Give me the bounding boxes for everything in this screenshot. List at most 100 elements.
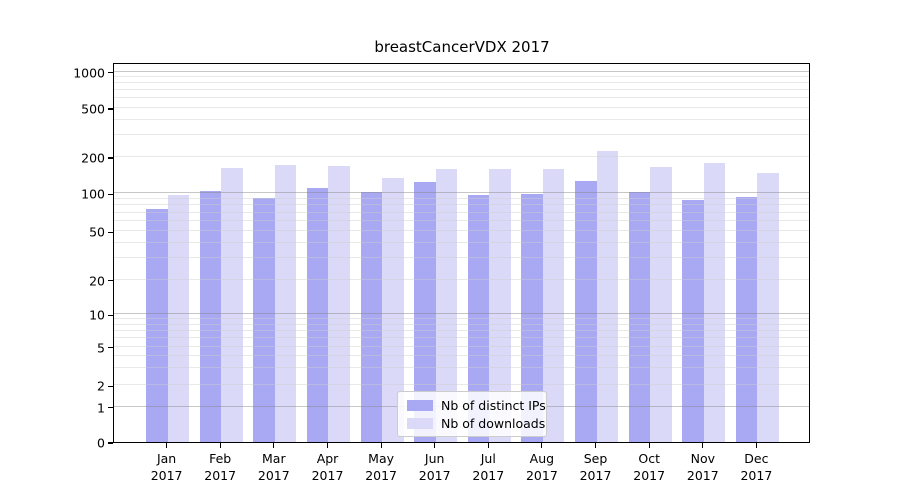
y-tick-mark: [108, 71, 113, 74]
bar-downloads: [650, 167, 672, 442]
x-tick-mark: [219, 443, 221, 448]
bar-distinct-ips: [575, 180, 597, 442]
y-tick-mark: [108, 280, 113, 282]
chart-title: breastCancerVDX 2017: [374, 38, 550, 56]
y-axis-tick-label: 1000: [73, 65, 105, 80]
x-tick-year: 2017: [257, 468, 290, 483]
x-tick-mark: [273, 443, 275, 448]
x-tick-year: 2017: [579, 468, 612, 483]
gridline-minor: [114, 82, 809, 84]
x-tick-year: 2017: [525, 468, 558, 483]
y-axis-tick-label: 1: [97, 400, 105, 416]
x-tick-month: Oct: [638, 451, 660, 466]
bar-distinct-ips: [253, 198, 275, 442]
x-tick-year: 2017: [633, 468, 666, 483]
x-axis-tick-label: Apr 2017: [312, 450, 344, 484]
bar-distinct-ips: [467, 194, 490, 442]
x-axis-tick-label: Jan 2017: [151, 450, 183, 484]
x-axis-tick-label: Jun 2017: [419, 450, 451, 484]
y-axis-tick-label: 10: [89, 307, 105, 323]
x-axis-tick-label: Jul 2017: [472, 450, 504, 484]
x-tick-year: 2017: [418, 468, 451, 483]
bar-downloads: [757, 173, 779, 442]
x-tick-month: Aug: [529, 451, 555, 466]
bar-distinct-ips: [521, 193, 543, 442]
x-tick-month: May: [368, 451, 395, 466]
x-tick-month: Jun: [424, 451, 445, 466]
gridline-minor: [114, 156, 809, 157]
gridline-major: [114, 70, 809, 72]
x-tick-month: Nov: [690, 451, 715, 466]
x-tick-mark: [755, 443, 757, 448]
gridline-minor: [114, 97, 809, 99]
y-axis-tick-label: 5: [97, 340, 105, 356]
bar-downloads: [703, 163, 726, 442]
bar-distinct-ips: [306, 188, 329, 442]
x-axis-tick-label: Aug 2017: [526, 450, 558, 484]
x-tick-month: Jul: [480, 451, 496, 466]
y-axis-tick-label: 50: [89, 224, 105, 240]
x-tick-year: 2017: [311, 468, 344, 483]
bar-downloads: [328, 165, 350, 442]
legend-swatch-downloads: [407, 417, 433, 429]
y-tick-mark: [108, 347, 113, 349]
legend-swatch-distinct-ips: [407, 399, 433, 411]
y-tick-mark: [108, 385, 113, 387]
x-axis-tick-label: Oct 2017: [633, 450, 665, 484]
bar-downloads: [596, 151, 619, 442]
x-tick-mark: [594, 443, 597, 448]
bar-distinct-ips: [414, 182, 436, 442]
y-tick-mark: [108, 231, 113, 233]
bar-downloads: [489, 169, 511, 442]
plot-area: [113, 63, 810, 443]
y-axis-tick-label: 500: [81, 101, 105, 117]
bar-downloads: [382, 177, 404, 442]
x-axis-tick-label: Sep 2017: [580, 450, 612, 484]
x-tick-mark: [434, 443, 436, 448]
x-tick-mark: [648, 443, 650, 448]
x-tick-month: Apr: [316, 451, 339, 466]
bar-distinct-ips: [360, 191, 383, 442]
x-tick-mark: [326, 443, 329, 448]
x-axis-tick-label: Nov 2017: [687, 450, 719, 484]
y-tick-mark: [108, 314, 113, 316]
gridline-minor: [114, 118, 809, 120]
bar-distinct-ips: [735, 196, 758, 442]
legend-label: Nb of downloads: [441, 415, 546, 431]
y-axis-tick-label: 100: [81, 186, 105, 202]
bar-downloads: [435, 168, 458, 442]
y-tick-mark: [108, 108, 113, 110]
gridline-minor: [114, 107, 809, 108]
bar-distinct-ips: [199, 190, 222, 442]
gridline-minor: [114, 134, 809, 136]
y-axis-tick-label: 2: [97, 378, 105, 394]
x-axis-tick-label: Feb 2017: [204, 450, 236, 484]
y-axis-tick-label: 200: [81, 150, 105, 166]
x-tick-year: 2017: [740, 468, 773, 483]
x-tick-month: Mar: [262, 451, 286, 466]
legend-label: Nb of distinct IPs: [441, 397, 546, 413]
y-axis-tick-label: 0: [97, 435, 105, 451]
bar-distinct-ips: [628, 192, 651, 442]
x-tick-mark: [166, 443, 168, 448]
x-tick-mark: [380, 443, 382, 448]
legend: Nb of distinct IPs Nb of downloads: [397, 391, 547, 437]
bar-distinct-ips: [146, 208, 168, 442]
x-tick-year: 2017: [365, 468, 397, 483]
gridline-minor: [114, 89, 809, 91]
bar-distinct-ips: [682, 200, 704, 442]
bar-downloads: [542, 168, 565, 442]
x-tick-month: Jan: [156, 451, 177, 466]
x-axis-tick-label: Mar 2017: [258, 450, 290, 484]
y-tick-mark: [108, 407, 113, 409]
y-tick-mark: [108, 157, 113, 159]
bar-downloads: [221, 168, 243, 442]
bar-downloads: [167, 194, 190, 442]
x-tick-month: Feb: [209, 451, 232, 466]
x-tick-year: 2017: [150, 468, 183, 483]
x-tick-year: 2017: [686, 468, 719, 483]
y-axis-tick-label: 20: [89, 273, 105, 289]
x-tick-month: Dec: [744, 451, 769, 466]
legend-item: Nb of distinct IPs: [407, 398, 546, 413]
